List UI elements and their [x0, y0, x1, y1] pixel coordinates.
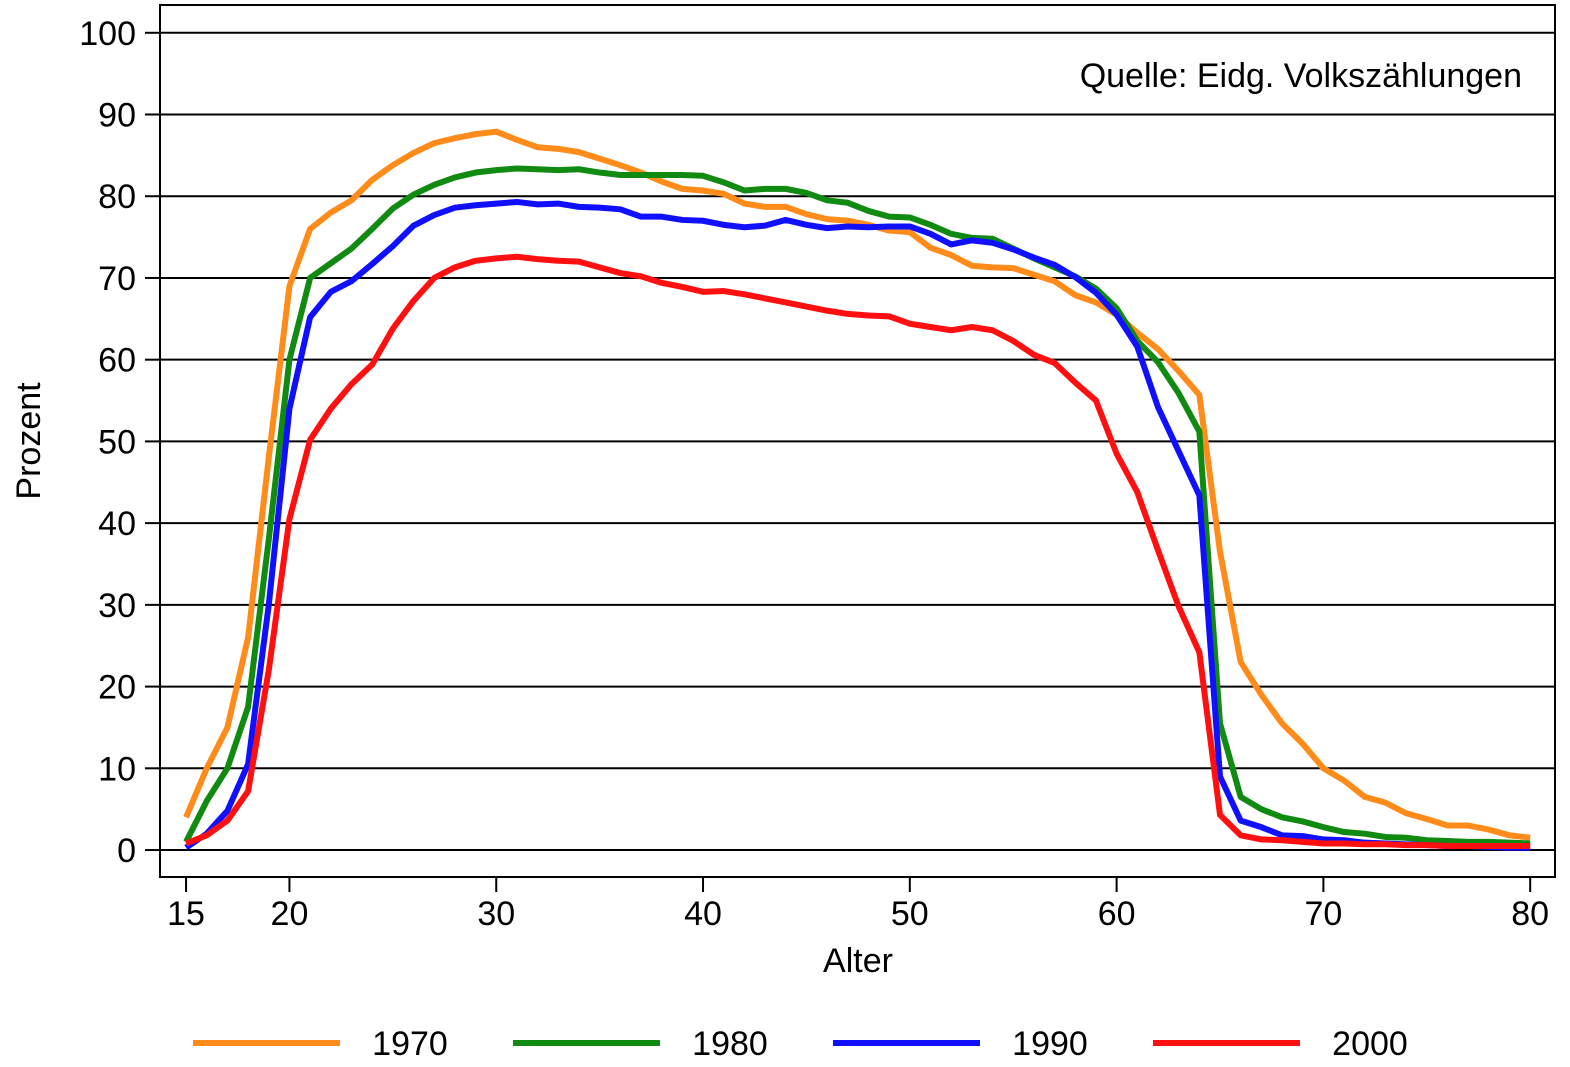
series-line [184, 253, 1531, 849]
y-tick-label: 10 [98, 750, 136, 788]
y-tick-label: 0 [117, 832, 136, 870]
series-line [183, 165, 1531, 847]
y-tick-label: 100 [79, 15, 136, 53]
x-tick-label: 60 [1098, 895, 1136, 933]
x-tick-label: 15 [167, 895, 205, 933]
plot-frame [159, 4, 1556, 878]
x-tick-label: 40 [684, 895, 722, 933]
legend-label: 1990 [1012, 1025, 1088, 1062]
legend-label: 2000 [1332, 1025, 1408, 1062]
x-tick-label: 20 [271, 895, 309, 933]
y-tick-label: 80 [98, 178, 136, 216]
x-tick-label: 30 [477, 895, 515, 933]
annotation: Quelle: Eidg. Volkszählungen [1080, 57, 1522, 95]
legend-label: 1980 [692, 1025, 768, 1062]
x-tick-label: 80 [1511, 895, 1549, 933]
y-tick-label: 40 [98, 505, 136, 543]
y-tick-label: 70 [98, 260, 136, 298]
series-line [183, 128, 1531, 841]
y-tick-label: 50 [98, 423, 136, 461]
x-tick-label: 70 [1304, 895, 1342, 933]
legend-label: 1970 [372, 1025, 448, 1062]
x-tick-label: 50 [891, 895, 929, 933]
y-tick-label: 60 [98, 342, 136, 380]
y-tick-label: 90 [98, 97, 136, 135]
x-axis-label: Alter [823, 942, 893, 980]
series-line [184, 198, 1531, 851]
y-axis-label: Prozent [10, 382, 48, 500]
y-tick-label: 20 [98, 669, 136, 707]
y-tick-label: 30 [98, 587, 136, 625]
